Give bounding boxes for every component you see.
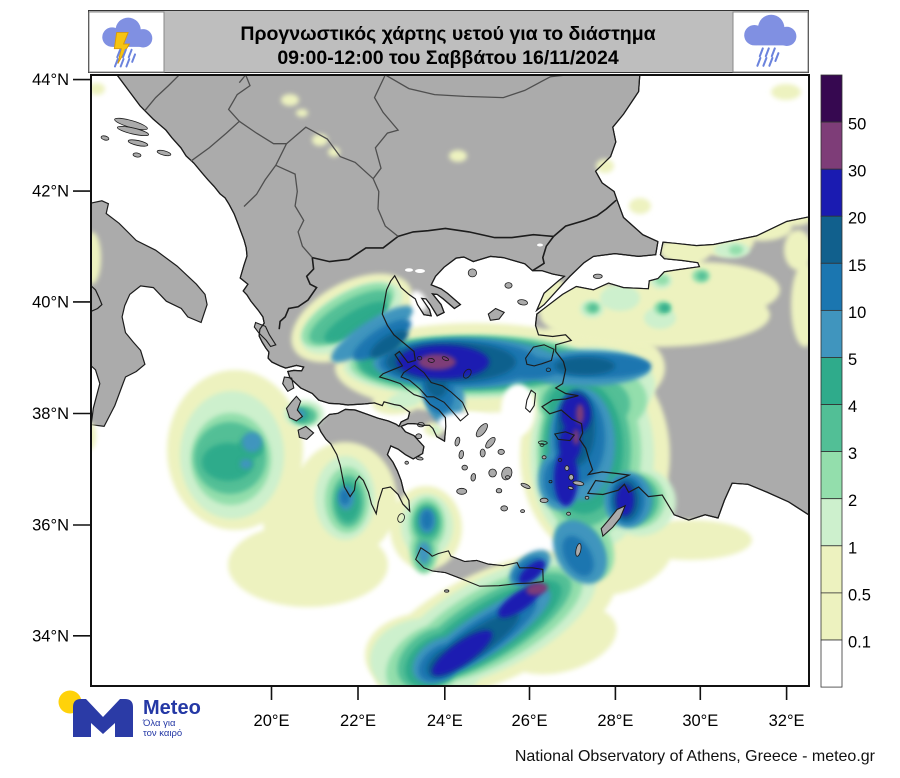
svg-text:20: 20 xyxy=(848,210,866,228)
svg-text:15: 15 xyxy=(848,257,866,275)
svg-text:0.5: 0.5 xyxy=(848,586,871,604)
svg-text:τον καιρό: τον καιρό xyxy=(143,728,182,739)
svg-text:40°N: 40°N xyxy=(32,293,69,311)
svg-text:30°E: 30°E xyxy=(682,712,718,730)
svg-text:1: 1 xyxy=(848,539,857,557)
svg-text:2: 2 xyxy=(848,492,857,510)
svg-text:42°N: 42°N xyxy=(32,183,69,201)
svg-text:0.1: 0.1 xyxy=(848,634,871,652)
svg-text:24°E: 24°E xyxy=(427,712,463,730)
svg-text:50: 50 xyxy=(848,116,866,134)
svg-text:20°E: 20°E xyxy=(254,712,290,730)
svg-text:26°E: 26°E xyxy=(512,712,548,730)
svg-text:10: 10 xyxy=(848,304,866,322)
svg-text:38°N: 38°N xyxy=(32,405,69,423)
svg-text:44°N: 44°N xyxy=(32,71,69,89)
svg-text:28°E: 28°E xyxy=(597,712,633,730)
svg-text:22°E: 22°E xyxy=(340,712,376,730)
svg-text:Όλα για: Όλα για xyxy=(142,718,176,729)
svg-text:National Observatory of Athens: National Observatory of Athens, Greece -… xyxy=(515,748,876,765)
svg-text:Προγνωστικός χάρτης υετού για: Προγνωστικός χάρτης υετού για το διάστημ… xyxy=(240,23,655,45)
svg-text:5: 5 xyxy=(848,351,857,369)
svg-text:36°N: 36°N xyxy=(32,517,69,535)
svg-text:32°E: 32°E xyxy=(769,712,805,730)
svg-text:34°N: 34°N xyxy=(32,627,69,645)
svg-text:30: 30 xyxy=(848,163,866,181)
svg-text:3: 3 xyxy=(848,445,857,463)
svg-text:09:00-12:00 του Σαββάτου 16/11: 09:00-12:00 του Σαββάτου 16/11/2024 xyxy=(277,47,618,69)
svg-text:4: 4 xyxy=(848,398,857,416)
svg-text:Meteo: Meteo xyxy=(143,697,201,719)
